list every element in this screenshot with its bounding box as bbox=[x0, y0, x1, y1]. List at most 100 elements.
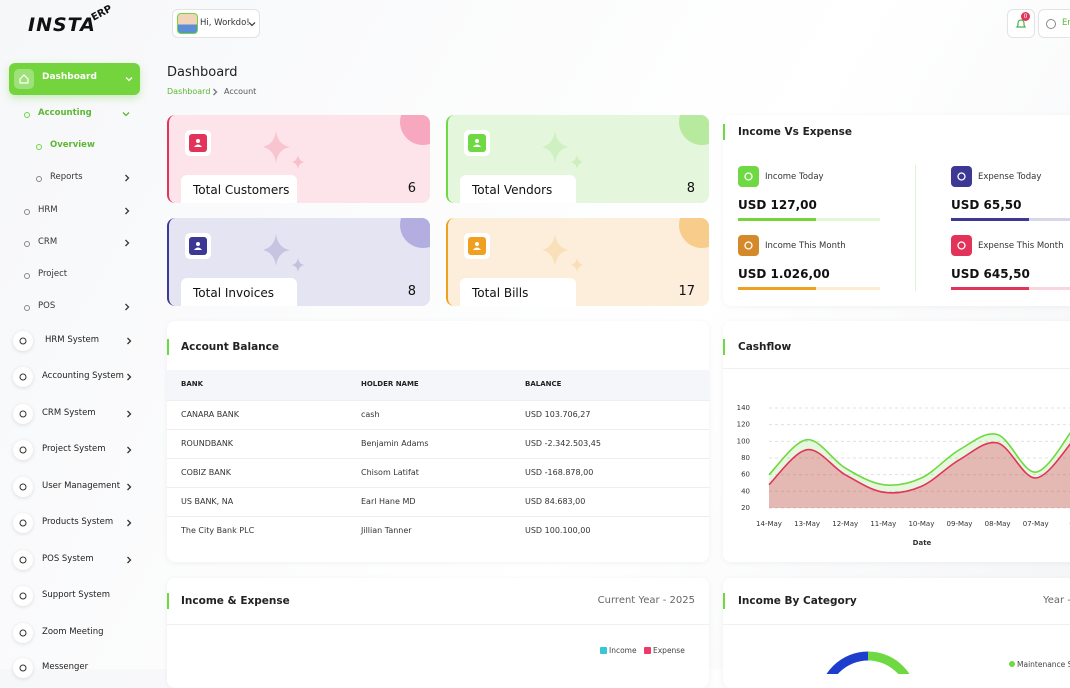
donut-arc bbox=[867, 651, 910, 674]
card-title: Income Vs Expense bbox=[738, 126, 852, 138]
progress-fill bbox=[951, 218, 1029, 221]
avatar bbox=[177, 13, 198, 34]
nav-label: POS System bbox=[42, 554, 94, 564]
progress-fill bbox=[951, 287, 1029, 290]
profile-button[interactable]: Hi, Workdo! bbox=[172, 9, 260, 38]
stat-label: Total Invoices bbox=[193, 286, 274, 300]
nav-item[interactable]: Products System bbox=[0, 511, 150, 535]
x-tick-label: 11-May bbox=[870, 520, 896, 528]
card-title: Cashflow bbox=[738, 341, 792, 353]
card-corner bbox=[400, 218, 430, 248]
nav-icon bbox=[13, 440, 33, 460]
nav-icon bbox=[13, 623, 33, 643]
divider bbox=[723, 368, 1070, 369]
legend-dot bbox=[1009, 661, 1015, 667]
table-cell: Earl Hane MD bbox=[361, 497, 416, 506]
stat-card: Total Vendors 8 bbox=[446, 115, 709, 203]
nav-item[interactable]: Project System bbox=[0, 438, 150, 462]
chevron bbox=[127, 373, 132, 381]
nav-icon bbox=[13, 586, 33, 606]
chevron-path bbox=[127, 410, 132, 418]
sparkle bbox=[264, 131, 304, 169]
nav-item[interactable]: Zoom Meeting bbox=[0, 621, 150, 645]
stat-icon bbox=[464, 233, 490, 259]
account-balance-card: Account Balance BANK HOLDER NAME BALANCE CAN… bbox=[167, 321, 709, 562]
body bbox=[473, 247, 481, 250]
nav-dot bbox=[36, 144, 42, 150]
nav-label: Zoom Meeting bbox=[42, 627, 104, 637]
x-tick-label: 08-May bbox=[985, 520, 1011, 528]
nav-item[interactable]: HRM System bbox=[0, 329, 150, 353]
nav-item[interactable]: POS bbox=[0, 299, 150, 315]
item-amount: USD 645,50 bbox=[951, 267, 1030, 281]
item-amount: USD 65,50 bbox=[951, 198, 1022, 212]
nav-item[interactable]: Project bbox=[0, 267, 150, 283]
logo-sup: ERP bbox=[89, 3, 115, 24]
nav-item[interactable]: POS System bbox=[0, 548, 150, 572]
legend-label: Expense bbox=[653, 646, 685, 655]
nav-item[interactable]: Support System bbox=[0, 584, 150, 608]
divider bbox=[723, 624, 1070, 625]
notification-button[interactable]: 0 bbox=[1007, 9, 1035, 38]
sidebar: INSTA ERP Dashboard Accounting Overview Repor… bbox=[0, 0, 155, 678]
y-tick-label: 140 bbox=[737, 404, 750, 412]
home-glyph bbox=[19, 74, 29, 84]
area-fill bbox=[769, 442, 1070, 508]
income-expense-card: Income & Expense Current Year - 2025 Incom… bbox=[167, 578, 709, 688]
stat-card: Total Invoices 8 bbox=[167, 218, 430, 306]
nav-glyph bbox=[19, 519, 27, 527]
divider bbox=[915, 165, 916, 291]
glyph bbox=[957, 241, 966, 250]
table-cell: Jillian Tanner bbox=[361, 526, 412, 535]
glyph bbox=[19, 337, 27, 345]
title-accent bbox=[167, 593, 169, 609]
nav-item[interactable]: User Management bbox=[0, 475, 150, 499]
stat-label: Total Bills bbox=[472, 286, 529, 300]
table-cell: USD -2.342.503,45 bbox=[525, 439, 601, 448]
table-header-row bbox=[167, 370, 709, 400]
row-divider bbox=[167, 429, 709, 430]
progress-fill bbox=[738, 218, 816, 221]
nav-item[interactable]: Messenger bbox=[0, 656, 150, 680]
star bbox=[264, 131, 290, 163]
chevron bbox=[125, 174, 130, 182]
nav-item[interactable]: CRM bbox=[0, 235, 150, 251]
nav-label: Overview bbox=[50, 140, 95, 150]
star bbox=[292, 258, 304, 272]
y-tick-label: 100 bbox=[737, 437, 750, 445]
nav-dot bbox=[36, 176, 42, 182]
y-tick-label: 20 bbox=[741, 504, 750, 512]
people-glyph bbox=[473, 139, 481, 147]
title-accent bbox=[723, 593, 725, 609]
nav-icon bbox=[13, 658, 33, 678]
nav-item[interactable]: Overview bbox=[0, 138, 150, 154]
nav-item[interactable]: HRM bbox=[0, 203, 150, 219]
area-fill bbox=[769, 433, 1070, 508]
chevron-path bbox=[127, 556, 132, 564]
legend-label: Maintenance Sale bbox=[1017, 660, 1070, 669]
x-tick-label: 14-May bbox=[756, 520, 782, 528]
nav-dashboard[interactable]: Dashboard bbox=[9, 63, 140, 95]
donut bbox=[826, 651, 910, 674]
cashflow-chart: 20 40 60 80 100 120 140 14-May 13-May 12-May 11-Ma… bbox=[737, 404, 1070, 547]
language-button[interactable]: En bbox=[1038, 9, 1070, 38]
head bbox=[475, 242, 479, 246]
nav-item[interactable]: Accounting bbox=[0, 106, 150, 122]
logo: INSTA bbox=[28, 14, 96, 36]
body bbox=[194, 144, 202, 147]
notification-badge: 0 bbox=[1021, 12, 1030, 21]
row-divider bbox=[167, 516, 709, 517]
nav-item[interactable]: Accounting System bbox=[0, 365, 150, 389]
row-divider bbox=[167, 487, 709, 488]
stat-label-box: Total Customers bbox=[181, 175, 297, 203]
nav-label: Accounting System bbox=[42, 371, 124, 381]
home-icon bbox=[19, 74, 29, 84]
title-accent bbox=[723, 124, 725, 140]
glyph bbox=[744, 172, 753, 181]
nav-item[interactable]: CRM System bbox=[0, 402, 150, 426]
glyph bbox=[19, 664, 27, 672]
nav-item[interactable]: Reports bbox=[0, 170, 150, 186]
nav-dot bbox=[24, 305, 30, 311]
item-amount: USD 127,00 bbox=[738, 198, 817, 212]
glyph bbox=[19, 556, 27, 564]
